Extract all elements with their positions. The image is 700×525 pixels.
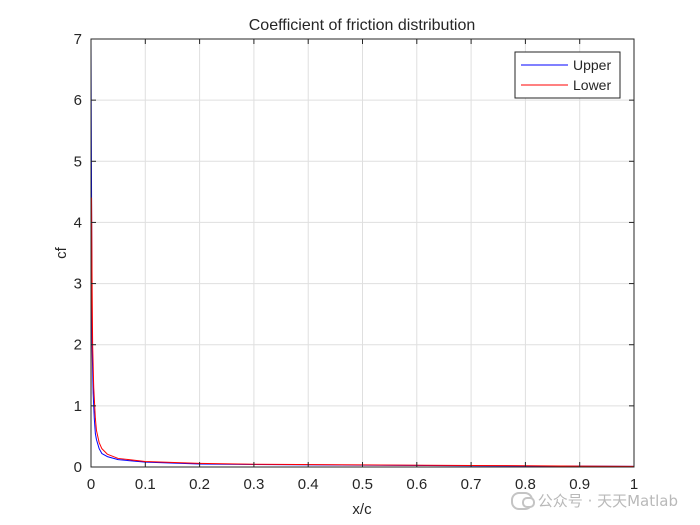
watermark: 公众号 · 天天Matlab: [510, 490, 678, 511]
y-tick-label: 2: [74, 337, 82, 354]
x-tick-label: 0.2: [189, 476, 210, 493]
legend-upper-label: Upper: [573, 57, 611, 73]
y-axis-label: cf: [53, 246, 70, 259]
axis-ticks: 0 0.1 0.2 0.3 0.4 0.5 0.6 0.7 0.8 0.9 1 0 1 2 3 4 5 6 7: [74, 31, 639, 493]
legend-box: [514, 51, 621, 99]
y-tick-label: 4: [74, 214, 82, 231]
x-tick-label: 0.9: [569, 476, 590, 493]
legend-lower-label: Lower: [573, 77, 611, 93]
chart-title: Coefficient of friction distribution: [249, 17, 475, 34]
x-tick-label: 1: [630, 476, 638, 493]
x-tick-label: 0: [87, 476, 95, 493]
x-tick-label: 0.1: [135, 476, 156, 493]
y-tick-label: 3: [74, 276, 82, 293]
x-tick-label: 0.6: [406, 476, 427, 493]
y-tick-label: 0: [74, 459, 82, 476]
watermark-text: 公众号 · 天天Matlab: [537, 492, 678, 510]
legend: Upper Lower: [514, 51, 621, 99]
x-tick-label: 0.7: [461, 476, 482, 493]
y-tick-label: 1: [74, 398, 82, 415]
grid: [91, 39, 634, 467]
y-tick-label: 7: [74, 31, 82, 48]
series-line-lower: [90, 197, 635, 467]
x-axis-label: x/c: [352, 501, 372, 518]
x-tick-label: 0.3: [243, 476, 264, 493]
y-tick-label: 5: [74, 153, 82, 170]
x-tick-label: 0.5: [352, 476, 373, 493]
wechat-icon: [510, 491, 535, 510]
x-tick-label: 0.8: [515, 476, 536, 493]
data-series: [90, 38, 635, 467]
y-tick-label: 6: [74, 92, 82, 109]
x-tick-label: 0.4: [298, 476, 319, 493]
